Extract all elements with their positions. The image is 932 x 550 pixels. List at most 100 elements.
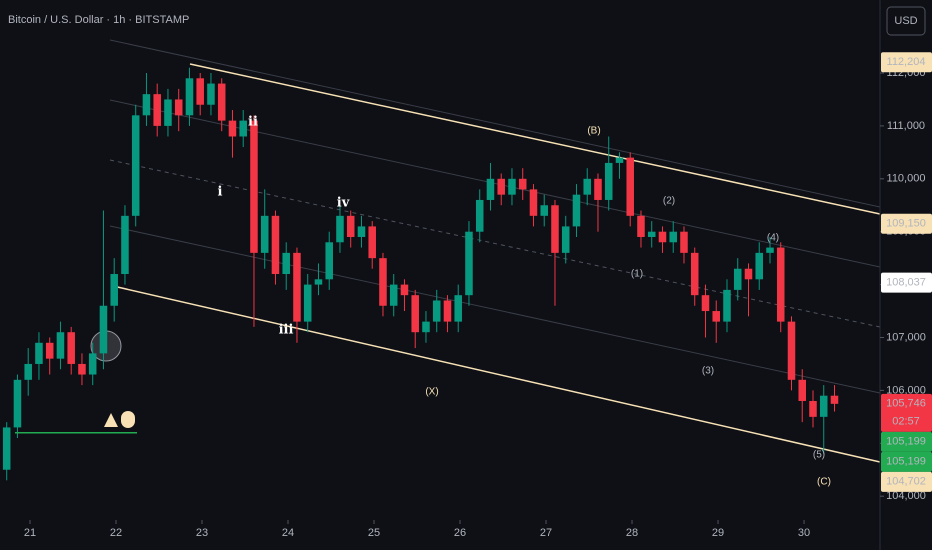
candle-body <box>67 332 75 364</box>
price-label-box <box>881 213 932 234</box>
x-tick-label: 27 <box>540 527 552 539</box>
y-tick-label: 107,000 <box>886 331 926 343</box>
candle-body <box>99 305 108 354</box>
channel-upper <box>189 63 881 215</box>
candle-body <box>604 162 613 200</box>
candle-body <box>282 252 290 275</box>
candle-body <box>411 295 419 333</box>
currency-button[interactable] <box>886 6 926 36</box>
candle-body <box>830 395 839 404</box>
wave-label: iii <box>279 323 294 338</box>
candle-body <box>658 231 667 243</box>
candle-body <box>454 295 462 322</box>
channel-midline <box>109 159 881 328</box>
candle-body <box>228 120 237 137</box>
x-tick-label: 23 <box>196 527 208 539</box>
price-label-box <box>881 451 932 472</box>
price-label-box <box>881 272 932 293</box>
candle-body <box>110 274 118 306</box>
candle-body <box>475 199 484 232</box>
x-tick-label: 29 <box>712 527 724 539</box>
candle-body <box>217 83 226 121</box>
candle-body <box>819 395 828 417</box>
candle-body <box>45 342 54 359</box>
candle-body <box>303 284 312 322</box>
candle-body <box>13 379 22 428</box>
wave-label: (2) <box>663 196 675 207</box>
candle-body <box>153 94 161 126</box>
candle-body <box>529 189 538 216</box>
candle-body <box>518 178 527 190</box>
y-tick-label: 106,000 <box>886 384 926 396</box>
candle-body <box>196 78 204 105</box>
wave-label: ii <box>248 115 258 130</box>
candle-body <box>379 258 387 306</box>
price-label: 105,199 <box>886 456 926 468</box>
candle-body <box>637 215 645 237</box>
channel-lower <box>112 285 881 463</box>
candle-body <box>443 300 452 322</box>
candle-body <box>271 215 280 275</box>
candle-body <box>346 215 355 237</box>
x-tick-label: 24 <box>282 527 294 539</box>
wave-label: (5) <box>813 450 825 461</box>
candle-body <box>250 120 258 253</box>
wave-label: (B) <box>587 126 600 137</box>
candle-body <box>142 94 151 116</box>
candle-body <box>497 178 505 195</box>
price-label: 105,746 <box>886 398 926 410</box>
candle-body <box>809 400 817 417</box>
candle-body <box>368 226 376 259</box>
candle-body <box>2 427 11 470</box>
x-tick-label: 26 <box>454 527 466 539</box>
candle-body <box>798 379 807 401</box>
candle-body <box>239 120 247 137</box>
warning-icon <box>104 413 118 427</box>
candle-body <box>690 252 699 296</box>
candle-body <box>336 215 344 243</box>
price-label: 112,204 <box>887 56 926 68</box>
candle-body <box>744 268 753 280</box>
price-label-box <box>881 393 932 432</box>
candle-body <box>131 115 140 216</box>
channel-line <box>109 225 881 394</box>
y-tick-label: 104,000 <box>886 490 926 502</box>
candle-body <box>572 194 581 227</box>
candle-body <box>78 363 86 375</box>
price-label: 108,037 <box>886 277 926 289</box>
candle-body <box>24 363 32 380</box>
wave-label: (3) <box>702 366 714 377</box>
candle-body <box>776 247 785 322</box>
candle-body <box>314 279 323 285</box>
candle-body <box>486 178 495 200</box>
candle-body <box>755 252 763 280</box>
candle-body <box>293 252 301 322</box>
candle-body <box>561 226 570 253</box>
price-label-box <box>881 431 932 452</box>
x-tick-label: 25 <box>368 527 380 539</box>
wave-label: (1) <box>631 269 643 280</box>
price-label-box <box>881 52 932 73</box>
wave-label: iv <box>337 196 350 211</box>
x-tick-label: 22 <box>110 527 122 539</box>
candle-body <box>583 178 591 195</box>
candle-body <box>647 231 656 237</box>
candle-body <box>357 226 366 237</box>
x-tick-label: 28 <box>626 527 638 539</box>
candle-body <box>185 78 194 116</box>
price-label: 105,199 <box>886 436 926 448</box>
candle-body <box>56 332 65 359</box>
candle-body <box>88 353 97 375</box>
time-axis <box>0 520 932 550</box>
wave-label: (4) <box>767 233 779 244</box>
candle-body <box>626 157 634 216</box>
candle-body <box>680 231 688 253</box>
x-tick-label: 21 <box>24 527 36 539</box>
candle-body <box>723 289 731 322</box>
candle-body <box>712 311 720 322</box>
candle-body <box>551 205 559 253</box>
candle-body <box>121 215 129 275</box>
candle-body <box>766 247 774 253</box>
candle-body <box>540 205 548 216</box>
